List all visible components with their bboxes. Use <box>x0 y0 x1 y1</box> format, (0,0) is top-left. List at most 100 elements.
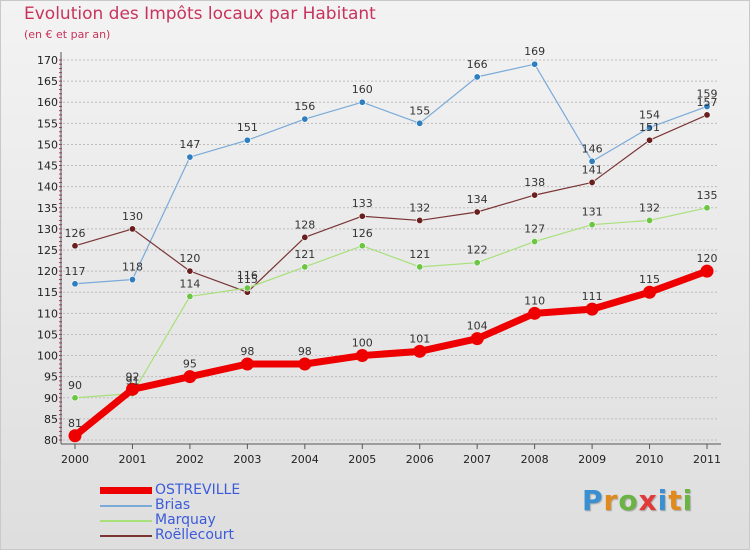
data-point <box>470 332 484 346</box>
y-tick-label: 170 <box>37 54 58 67</box>
data-label: 100 <box>352 337 373 350</box>
data-label: 95 <box>183 358 197 371</box>
data-label: 134 <box>467 193 488 206</box>
data-point <box>473 259 481 267</box>
x-tick-label: 2005 <box>348 453 376 466</box>
data-point <box>358 242 366 250</box>
y-tick-label: 125 <box>37 244 58 257</box>
data-point <box>301 233 309 241</box>
y-tick-label: 95 <box>44 371 58 384</box>
data-point <box>358 98 366 106</box>
data-label: 114 <box>179 277 200 290</box>
data-label: 133 <box>352 197 373 210</box>
x-tick-label: 2003 <box>233 453 261 466</box>
data-label: 155 <box>409 104 430 117</box>
data-label: 166 <box>467 58 488 71</box>
data-label: 147 <box>179 138 200 151</box>
data-label: 110 <box>524 294 545 307</box>
data-label: 121 <box>409 248 430 261</box>
data-point <box>125 382 139 396</box>
legend-swatch-roellecourt <box>100 535 152 537</box>
y-tick-label: 155 <box>37 117 58 130</box>
y-tick-label: 110 <box>37 307 58 320</box>
data-label: 135 <box>697 189 718 202</box>
y-tick-label: 135 <box>37 202 58 215</box>
data-label: 132 <box>409 201 430 214</box>
x-tick-label: 2001 <box>118 453 146 466</box>
data-label: 101 <box>409 332 430 345</box>
data-label: 116 <box>237 269 258 282</box>
y-tick-label: 120 <box>37 265 58 278</box>
y-tick-label: 145 <box>37 160 58 173</box>
logo-letter: o <box>618 484 639 517</box>
data-point <box>68 429 82 443</box>
data-point <box>703 204 711 212</box>
data-point <box>71 242 79 250</box>
x-tick-label: 2002 <box>176 453 204 466</box>
data-label: 104 <box>467 320 488 333</box>
legend-item-brias[interactable]: Brias <box>100 497 340 513</box>
data-point <box>416 119 424 127</box>
data-label: 127 <box>524 223 545 236</box>
series-line-roëllecourt <box>74 114 708 293</box>
data-label: 118 <box>122 261 143 274</box>
x-tick-label: 2000 <box>61 453 89 466</box>
series-line-ostreville <box>71 267 711 440</box>
data-point <box>128 225 136 233</box>
axes: 80 85 90 95 100 105 110 115 120 125 130 135 140 145 15… <box>37 52 721 466</box>
y-tick-label: 140 <box>37 181 58 194</box>
legend-item-marquay[interactable]: Marquay <box>100 512 340 528</box>
y-tick-label: 100 <box>37 350 58 363</box>
y-tick-label: 115 <box>37 286 58 299</box>
logo-letter: i <box>657 484 669 517</box>
data-label: 156 <box>294 100 315 113</box>
data-point <box>71 394 79 402</box>
data-label: 81 <box>68 417 82 430</box>
data-point <box>240 357 254 371</box>
data-point <box>416 216 424 224</box>
data-point <box>646 136 654 144</box>
x-tick-label: 2008 <box>521 453 549 466</box>
data-point <box>473 208 481 216</box>
x-tick-label: 2011 <box>693 453 721 466</box>
data-label: 111 <box>582 290 603 303</box>
y-tick-label: 80 <box>44 434 58 447</box>
logo-letter: i <box>682 484 694 517</box>
legend-label-ostreville: OSTREVILLE <box>155 482 241 498</box>
y-tick-label: 90 <box>44 392 58 405</box>
x-tick-label: 2007 <box>463 453 491 466</box>
y-tick-label: 165 <box>37 75 58 88</box>
data-label: 120 <box>697 252 718 265</box>
logo-letter: P <box>582 484 604 517</box>
data-label: 126 <box>352 227 373 240</box>
data-point <box>413 344 427 358</box>
legend-item-ostreville[interactable]: OSTREVILLE <box>100 482 340 498</box>
legend-item-roellecourt[interactable]: Roëllecourt <box>100 527 340 543</box>
legend: OSTREVILLE Brias Marquay Roëllecourt <box>100 482 340 543</box>
data-label: 92 <box>125 370 139 383</box>
y-tick-label: 105 <box>37 328 58 341</box>
logo-letter: t <box>668 484 683 517</box>
data-point <box>183 370 197 384</box>
data-point <box>301 115 309 123</box>
data-label: 130 <box>122 210 143 223</box>
data-point <box>301 263 309 271</box>
data-label: 115 <box>237 273 258 286</box>
data-point <box>358 212 366 220</box>
data-label: 157 <box>697 96 718 109</box>
data-label: 151 <box>237 121 258 134</box>
logo-letter: r <box>603 484 619 517</box>
data-label: 117 <box>65 265 86 278</box>
data-point <box>646 216 654 224</box>
x-tick-label: 2006 <box>406 453 434 466</box>
data-label: 115 <box>639 273 660 286</box>
logo-letter: x <box>638 484 658 517</box>
data-point <box>416 263 424 271</box>
data-point <box>703 102 711 110</box>
data-point <box>588 178 596 186</box>
data-label: 141 <box>582 163 603 176</box>
data-point <box>298 357 312 371</box>
data-label: 90 <box>68 379 82 392</box>
data-label: 160 <box>352 83 373 96</box>
